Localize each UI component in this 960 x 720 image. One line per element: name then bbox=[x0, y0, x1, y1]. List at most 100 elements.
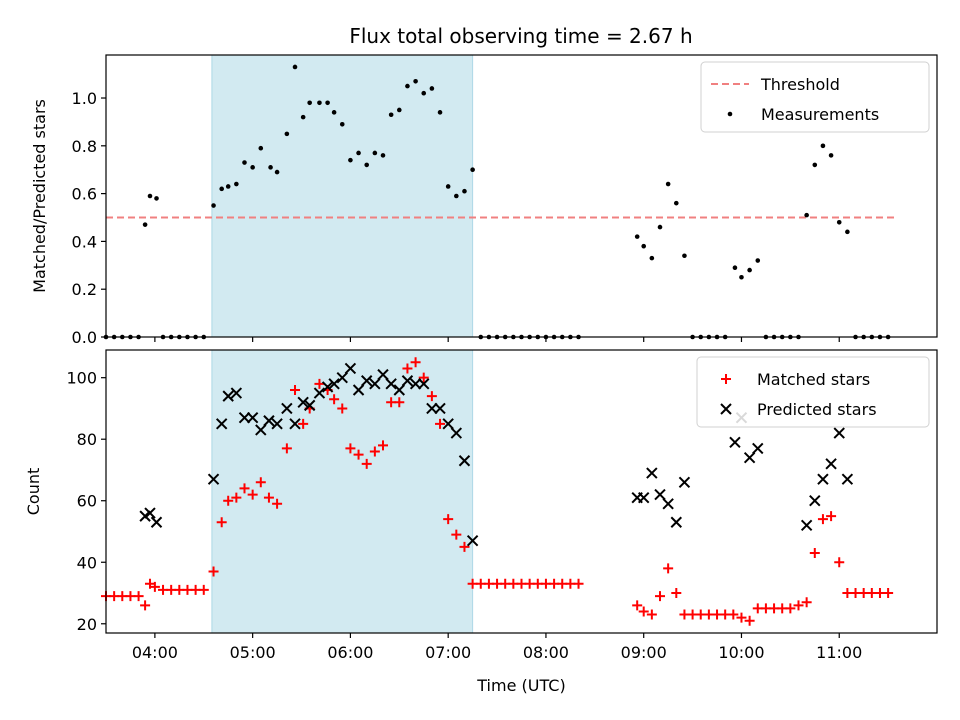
bottom-series-0 bbox=[101, 357, 894, 626]
predicted-star-point bbox=[637, 491, 650, 504]
measurement-point bbox=[380, 153, 386, 158]
predicted-star-point bbox=[344, 362, 357, 375]
predicted-star-point bbox=[263, 415, 275, 427]
measurement-point bbox=[242, 160, 247, 165]
matched-star-point bbox=[394, 397, 405, 408]
predicted-star-point bbox=[150, 516, 163, 528]
measurement-point bbox=[649, 255, 655, 261]
figure-title: Flux total observing time = 2.67 h bbox=[349, 24, 692, 48]
measurement-point bbox=[250, 165, 255, 170]
predicted-star-point bbox=[450, 427, 463, 439]
measurement-point bbox=[634, 234, 640, 239]
bottom-y-tick-label: 80 bbox=[77, 430, 97, 449]
measurement-point bbox=[845, 229, 850, 235]
measurement-point bbox=[429, 86, 435, 91]
matched-star-point bbox=[314, 378, 325, 389]
bottom-y-tick-label: 100 bbox=[66, 369, 97, 388]
measurement-point bbox=[268, 165, 273, 170]
measurement-point bbox=[154, 196, 159, 201]
predicted-star-point bbox=[328, 378, 340, 390]
measurement-point bbox=[673, 200, 679, 206]
measurement-point bbox=[274, 169, 280, 175]
predicted-star-point bbox=[434, 402, 446, 415]
measurement-point bbox=[284, 131, 290, 137]
measurement-point bbox=[388, 112, 394, 118]
matched-star-point bbox=[216, 517, 227, 528]
matched-star-point bbox=[793, 600, 804, 611]
bottom-legend-label: Predicted stars bbox=[757, 400, 877, 419]
top-legend-label: Measurements bbox=[761, 105, 879, 124]
measurement-point bbox=[828, 153, 834, 158]
matched-star-point bbox=[402, 363, 413, 374]
measurement-point bbox=[339, 122, 345, 127]
top-legend-label: Threshold bbox=[760, 75, 840, 94]
measurement-point bbox=[292, 64, 298, 70]
matched-star-point bbox=[451, 529, 462, 540]
predicted-star-point bbox=[297, 396, 309, 409]
matched-star-point bbox=[883, 588, 894, 599]
x-tick-label: 08:00 bbox=[523, 643, 569, 662]
measurement-point bbox=[804, 212, 809, 218]
legend-measurement-swatch bbox=[727, 111, 733, 117]
predicted-star-point bbox=[352, 384, 365, 396]
measurement-point bbox=[820, 143, 826, 149]
measurement-point bbox=[372, 150, 378, 156]
top-y-tick-label: 0.2 bbox=[72, 280, 97, 299]
matched-star-point bbox=[298, 418, 309, 429]
measurement-point bbox=[300, 114, 306, 120]
predicted-star-point bbox=[409, 378, 422, 390]
bottom-panel: 04:00 05:00 06:00 07:00 08:00 09:00 10:00 11:00… bbox=[24, 349, 938, 695]
top-y-tick-label: 0.6 bbox=[72, 185, 97, 204]
measurement-point bbox=[739, 274, 744, 280]
top-y-tick-label: 0.4 bbox=[72, 232, 97, 251]
measurement-point bbox=[331, 110, 337, 115]
predicted-star-point bbox=[281, 402, 293, 415]
matched-star-point bbox=[817, 514, 828, 525]
matched-star-point bbox=[353, 449, 364, 460]
predicted-star-point bbox=[670, 516, 683, 528]
matched-star-point bbox=[272, 498, 283, 509]
predicted-star-point bbox=[678, 476, 691, 488]
matched-star-point bbox=[255, 477, 266, 488]
top-observing-span bbox=[211, 54, 474, 338]
matched-star-point bbox=[361, 458, 372, 469]
matched-star-point bbox=[337, 403, 348, 414]
top-y-tick-label: 0.0 bbox=[72, 328, 97, 347]
x-tick-label: 04:00 bbox=[132, 643, 178, 662]
bottom-y-tick-label: 20 bbox=[77, 615, 97, 634]
top-y-tick-label: 0.8 bbox=[72, 137, 97, 156]
predicted-star-point bbox=[729, 436, 741, 448]
matched-star-point bbox=[290, 384, 301, 395]
predicted-star-point bbox=[321, 381, 334, 393]
predicted-star-point bbox=[401, 375, 414, 387]
bottom-legend-label: Matched stars bbox=[757, 370, 870, 389]
measurement-point bbox=[219, 186, 224, 192]
measurement-point bbox=[258, 145, 264, 151]
matched-star-point bbox=[801, 597, 812, 608]
predicted-star-point bbox=[458, 455, 471, 467]
predicted-star-point bbox=[246, 411, 259, 424]
measurement-point bbox=[396, 107, 402, 113]
predicted-star-point bbox=[442, 418, 454, 430]
predicted-star-point bbox=[377, 368, 389, 381]
measurement-point bbox=[755, 258, 761, 263]
matched-star-point bbox=[231, 492, 242, 503]
bottom-observing-span bbox=[211, 349, 474, 634]
matched-star-point bbox=[435, 418, 446, 429]
bottom-legend: Matched stars Predicted stars bbox=[696, 356, 930, 428]
legend-predicted-swatch bbox=[720, 403, 732, 415]
matched-star-point bbox=[149, 581, 160, 592]
measurement-point bbox=[641, 243, 647, 249]
matched-star-point bbox=[208, 566, 219, 577]
predicted-star-point bbox=[360, 375, 373, 387]
measurement-point bbox=[147, 193, 153, 199]
measurement-point bbox=[682, 253, 687, 259]
measurement-point bbox=[413, 78, 418, 84]
x-tick-label: 11:00 bbox=[816, 643, 862, 662]
matched-star-point bbox=[573, 578, 584, 589]
matched-star-point bbox=[223, 495, 234, 506]
matched-star-point bbox=[426, 391, 437, 402]
measurement-point bbox=[225, 184, 231, 189]
matched-star-point bbox=[281, 443, 292, 454]
top-legend: Threshold Measurements bbox=[700, 61, 930, 133]
